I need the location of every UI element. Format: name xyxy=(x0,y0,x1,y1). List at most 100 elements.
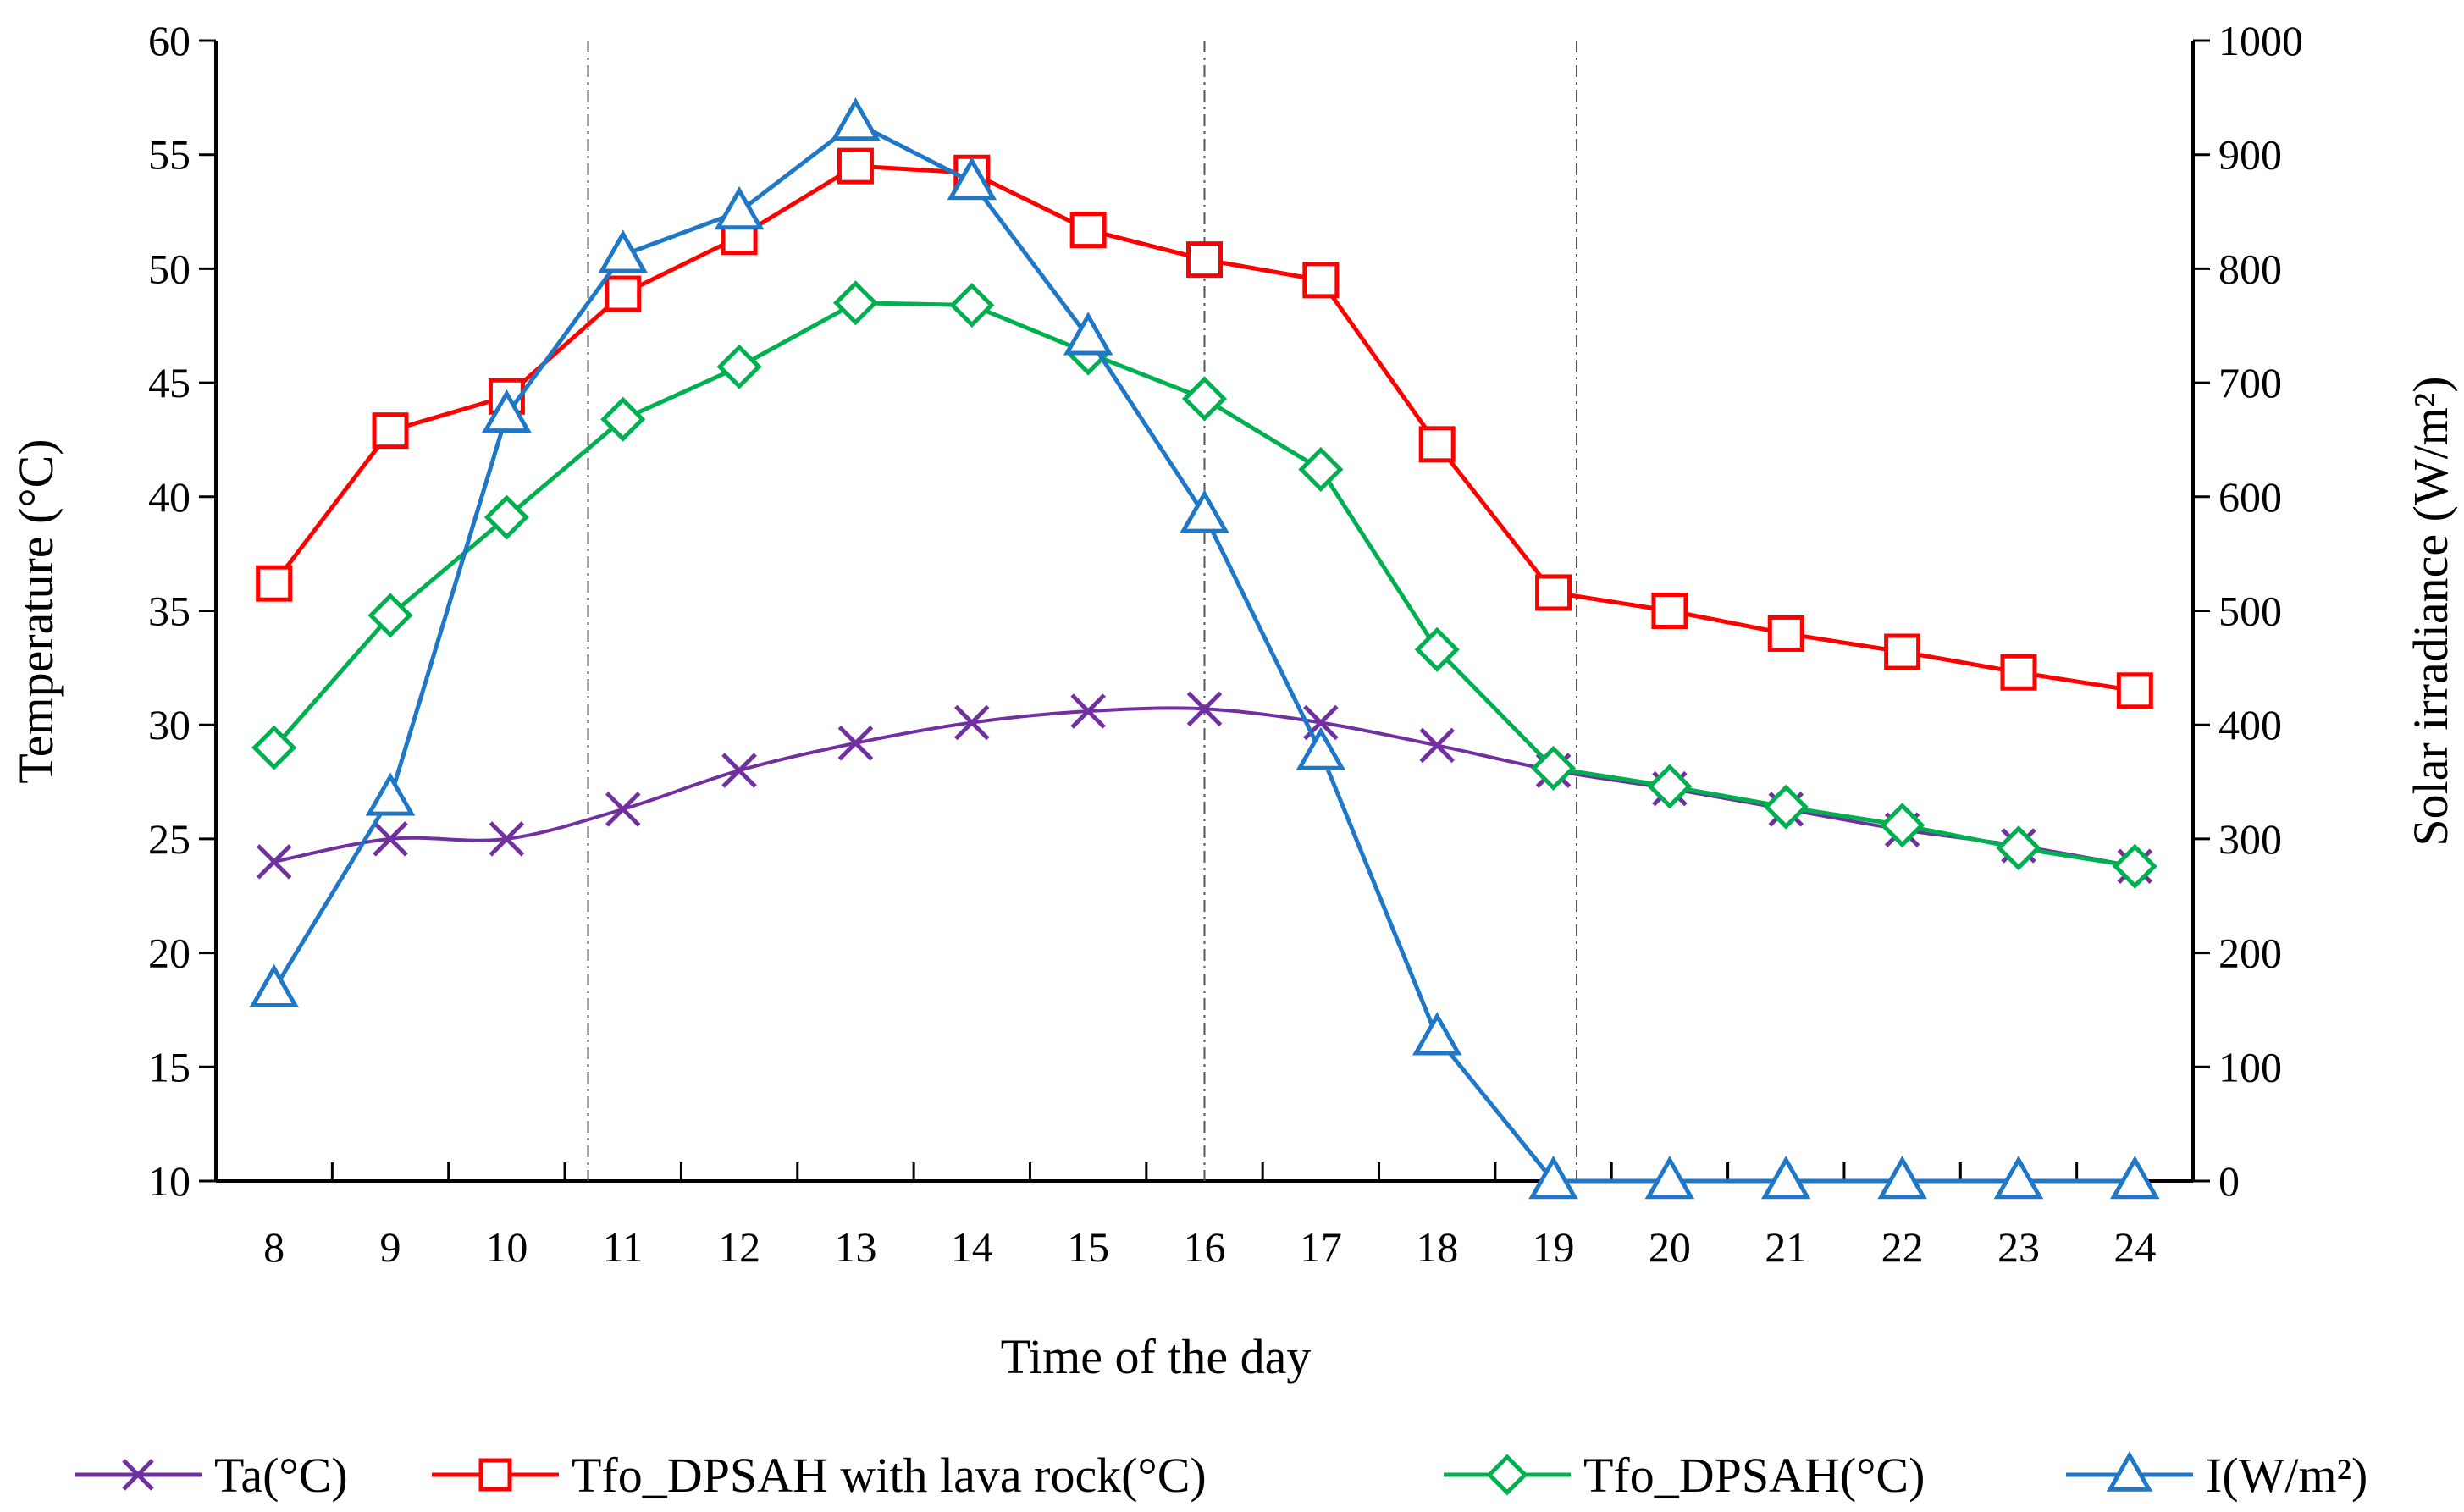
triangle-marker xyxy=(1528,1155,1578,1200)
y2-tick-label: 400 xyxy=(2218,701,2282,748)
series-line xyxy=(272,120,2135,1184)
x-axis-ticks: 8 9 10 11 12 13 14 15 16 17 18 19 20 21 22 23 24 xyxy=(214,1162,2195,1271)
square-marker xyxy=(478,1458,512,1492)
triangle-marker xyxy=(482,389,532,433)
y2-axis-title: Solar irradiance (W/m²) xyxy=(2403,376,2458,846)
triangle-marker xyxy=(1180,489,1229,533)
square-marker xyxy=(1186,241,1223,279)
diamond-marker xyxy=(1880,803,1925,848)
y2-tick-label: 100 xyxy=(2218,1043,2282,1090)
diamond-marker xyxy=(2112,843,2157,889)
y2-tick-label: 0 xyxy=(2218,1157,2240,1205)
legend-item: Tfo_DPSAH(°C) xyxy=(1444,1448,1925,1503)
legend-item: Ta(°C) xyxy=(75,1448,348,1503)
diamond-marker xyxy=(832,280,878,326)
triangle-marker xyxy=(1993,1155,2044,1200)
left-y-axis-ticks: 10 15 20 25 30 35 40 45 50 55 60 xyxy=(148,17,216,1205)
diamond-marker xyxy=(600,396,646,442)
triangle-marker xyxy=(1644,1155,1695,1200)
triangle-marker xyxy=(1877,1155,1927,1200)
y-tick-label: 10 xyxy=(148,1157,191,1205)
triangle-marker xyxy=(365,772,416,816)
x-marker xyxy=(721,753,757,788)
triangle-marker xyxy=(2106,1450,2153,1492)
x-tick-label: 13 xyxy=(834,1223,876,1271)
x-marker xyxy=(373,821,408,857)
diamond-marker xyxy=(367,593,413,638)
x-tick-label: 20 xyxy=(1649,1223,1691,1271)
vertical-marker-lines xyxy=(587,41,1578,1181)
x-axis-title: Time of the day xyxy=(1001,1329,1312,1384)
y2-tick-label: 600 xyxy=(2218,473,2282,521)
y2-tick-label: 800 xyxy=(2218,245,2282,292)
x-tick-label: 19 xyxy=(1533,1223,1575,1271)
diamond-marker xyxy=(483,494,529,540)
triangle-marker xyxy=(1760,1155,1811,1200)
diamond-marker xyxy=(1531,745,1577,791)
y2-tick-label: 300 xyxy=(2218,815,2282,863)
x-tick-label: 12 xyxy=(718,1223,760,1271)
square-marker xyxy=(256,565,293,602)
diamond-marker xyxy=(1996,825,2041,871)
y-axis-title: Temperature (°C) xyxy=(8,439,64,783)
legend-item: Tfo_DPSAH with lava rock(°C) xyxy=(432,1448,1207,1503)
diamond-marker xyxy=(1763,784,1809,830)
y-tick-label: 30 xyxy=(148,701,191,748)
diamond-marker xyxy=(1647,764,1693,809)
triangle-marker xyxy=(598,229,649,273)
y2-tick-label: 200 xyxy=(2218,930,2282,977)
diamond-marker xyxy=(1298,446,1344,493)
y2-tick-label: 700 xyxy=(2218,359,2282,406)
triangle-marker xyxy=(2110,1155,2160,1200)
x-marker xyxy=(605,792,641,827)
diamond-marker xyxy=(949,282,995,328)
square-marker xyxy=(2000,654,2037,691)
triangle-marker xyxy=(1063,312,1113,356)
x-marker xyxy=(837,725,874,761)
diamond-marker xyxy=(1486,1454,1528,1496)
square-marker xyxy=(1651,593,1688,629)
series-2 xyxy=(251,280,2157,889)
x-marker xyxy=(1070,693,1106,729)
x-tick-label: 8 xyxy=(263,1223,285,1271)
triangle-marker xyxy=(1296,726,1346,770)
diamond-marker xyxy=(716,344,762,389)
square-marker xyxy=(1302,262,1340,299)
x-tick-label: 18 xyxy=(1416,1223,1458,1271)
x-tick-label: 9 xyxy=(380,1223,401,1271)
square-marker xyxy=(1884,633,1921,670)
x-tick-label: 22 xyxy=(1881,1223,1924,1271)
x-marker xyxy=(954,704,990,741)
x-marker xyxy=(1419,727,1455,764)
y2-tick-label: 500 xyxy=(2218,588,2282,635)
legend-item: I(W/m²) xyxy=(2066,1448,2367,1503)
legend: Ta(°C) Tfo_DPSAH with lava rock(°C) Tfo_DP… xyxy=(75,1448,2367,1503)
x-tick-label: 17 xyxy=(1300,1223,1342,1271)
triangle-marker xyxy=(714,186,765,230)
diamond-marker xyxy=(1414,626,1460,672)
triangle-marker xyxy=(947,156,997,201)
x-tick-label: 23 xyxy=(1997,1223,2040,1271)
square-marker xyxy=(1535,574,1572,611)
y-tick-label: 50 xyxy=(148,245,191,292)
square-marker xyxy=(1418,426,1456,463)
square-marker xyxy=(837,147,874,185)
legend-label: I(W/m²) xyxy=(2206,1448,2367,1503)
x-marker xyxy=(256,844,292,880)
diamond-marker xyxy=(1181,376,1228,422)
diamond-marker xyxy=(251,725,297,770)
y-tick-label: 45 xyxy=(148,359,191,406)
square-marker xyxy=(372,412,409,450)
y-tick-label: 20 xyxy=(148,930,191,977)
x-tick-label: 16 xyxy=(1184,1223,1226,1271)
series-layer xyxy=(249,97,2160,1200)
y-tick-label: 35 xyxy=(148,588,191,635)
x-marker xyxy=(489,821,525,857)
triangle-marker xyxy=(1412,1012,1462,1056)
triangle-marker xyxy=(249,963,299,1007)
x-marker xyxy=(1186,691,1223,727)
y-tick-label: 60 xyxy=(148,17,191,64)
series-3 xyxy=(249,97,2160,1200)
y-tick-label: 25 xyxy=(148,815,191,863)
